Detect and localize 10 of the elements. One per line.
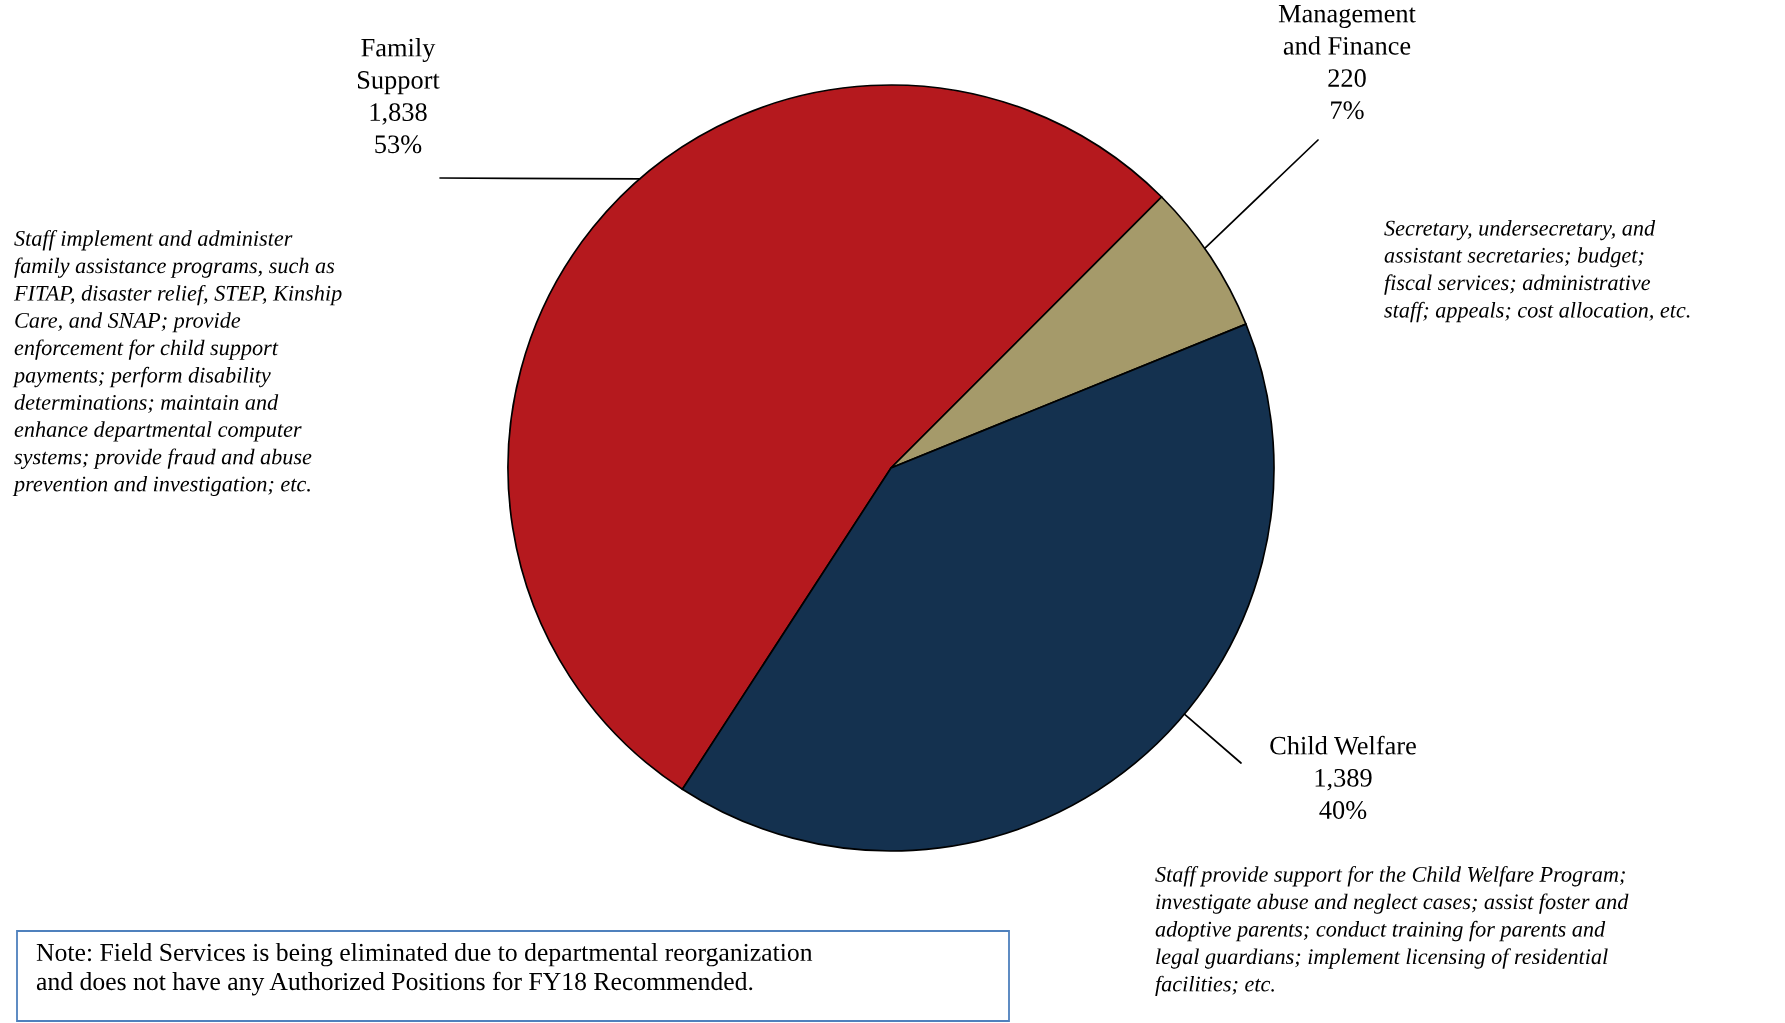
text: Note: Field Services is being eliminated due to departmental reorganization and does not have any Authorized Positions for FY18 Recommended. xyxy=(36,943,813,996)
text: Staff implement and administer family assistance programs, such as FITAP, disaster relief, STEP, Kinship Care, and SNAP; provide enforcement for child support payments; perform disability determinations; maintain and enhance departmental computer systems; provide fraud and abuse prevention and investigation; etc. xyxy=(12,230,342,497)
data-label: 220 7% xyxy=(1328,69,1366,120)
data-label: 1,838 53% xyxy=(370,103,427,154)
data-label: 1,389 40% xyxy=(1315,768,1372,819)
slice-label: Child Welfare xyxy=(1270,735,1416,755)
slice-label: Management and Finance xyxy=(1278,4,1416,55)
text: Secretary, undersecretary, and assistant secretaries; budget; fiscal services; administrative staff; appeals; cost allocation, etc. xyxy=(1384,220,1690,323)
text: Staff provide support for the Child Welfare Program; investigate abuse and neglect cases; assist foster and adoptive parents; conduct training for parents and legal guardians; implement licensing of residential facilities; etc. xyxy=(1155,866,1629,997)
slice-label: Family Support xyxy=(357,38,440,95)
